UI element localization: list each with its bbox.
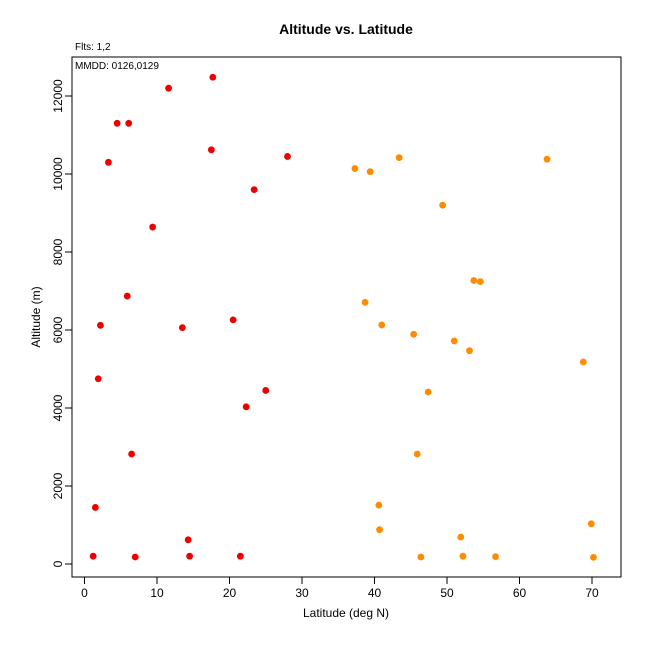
data-point-series-1 xyxy=(131,553,139,561)
chart-title: Altitude vs. Latitude xyxy=(279,21,413,37)
data-point-series-1 xyxy=(236,552,244,560)
data-point-series-2 xyxy=(492,553,499,560)
data-point-series-1 xyxy=(91,504,99,511)
data-point-series-2 xyxy=(590,553,597,561)
data-point-series-1 xyxy=(94,375,102,383)
data-point-series-2 xyxy=(457,533,465,541)
data-point-series-1 xyxy=(165,84,173,92)
data-point-series-1 xyxy=(209,73,217,81)
x-tick-label: 0 xyxy=(81,586,88,600)
data-point-series-2 xyxy=(366,168,374,176)
y-axis: 0 2000 4000 6000 8000 10000 12000 xyxy=(51,79,73,567)
data-point-series-1 xyxy=(184,536,192,544)
plot-frame xyxy=(71,56,622,578)
x-tick-label: 10 xyxy=(150,586,164,600)
flights-annotation: Flts: 1,2 xyxy=(75,42,111,53)
data-point-series-1 xyxy=(128,450,136,458)
data-point-series-1 xyxy=(229,316,237,324)
data-point-series-2 xyxy=(395,154,403,162)
data-point-series-1 xyxy=(186,552,194,560)
data-point-series-1 xyxy=(123,292,131,300)
x-tick-label: 60 xyxy=(513,586,527,600)
data-point-series-2 xyxy=(376,526,383,534)
data-point-series-1 xyxy=(113,119,121,127)
data-point-series-2 xyxy=(378,321,386,329)
data-point-series-2 xyxy=(351,165,359,172)
data-point-series-1 xyxy=(262,387,270,394)
data-point-series-1 xyxy=(105,158,112,166)
data-point-series-1 xyxy=(178,324,186,332)
x-tick-label: 40 xyxy=(368,586,382,600)
data-point-series-2 xyxy=(439,201,447,209)
data-point-series-2 xyxy=(459,552,467,560)
data-point-series-1 xyxy=(284,153,291,160)
dates-annotation: MMDD: 0126,0129 xyxy=(75,61,159,72)
data-point-series-2 xyxy=(375,501,383,509)
data-point-series-1 xyxy=(125,119,133,127)
data-point-series-2 xyxy=(543,155,551,163)
data-point-series-1 xyxy=(242,403,250,411)
x-axis-label: Latitude (deg N) xyxy=(303,606,389,620)
data-point-series-2 xyxy=(413,450,421,458)
y-tick-label: 0 xyxy=(51,560,65,567)
data-point-series-1 xyxy=(89,552,97,560)
x-tick-label: 70 xyxy=(585,586,599,600)
x-tick-label: 50 xyxy=(440,586,454,600)
y-tick-label: 10000 xyxy=(51,157,65,191)
y-tick-label: 4000 xyxy=(51,394,65,421)
data-point-series-2 xyxy=(450,337,458,345)
data-point-series-2 xyxy=(417,553,425,561)
x-tick-label: 30 xyxy=(295,586,309,600)
data-point-series-2 xyxy=(579,358,587,366)
data-point-series-2 xyxy=(361,298,369,306)
data-point-series-2 xyxy=(470,277,478,284)
data-point-series-1 xyxy=(149,223,157,231)
data-point-series-2 xyxy=(424,388,432,396)
x-tick-label: 20 xyxy=(223,586,237,600)
data-point-series-2 xyxy=(466,347,473,355)
y-tick-label: 6000 xyxy=(51,316,65,343)
data-point-series-2 xyxy=(587,520,595,528)
x-axis: 0 10 20 30 40 50 60 70 xyxy=(81,576,599,600)
data-point-series-2 xyxy=(410,330,418,338)
data-points xyxy=(89,73,597,561)
y-axis-label: Altitude (m) xyxy=(29,286,43,347)
data-point-series-1 xyxy=(250,186,258,194)
y-tick-label: 2000 xyxy=(51,472,65,499)
y-tick-label: 12000 xyxy=(51,79,65,113)
data-point-series-1 xyxy=(97,321,104,329)
y-tick-label: 8000 xyxy=(51,238,65,265)
data-point-series-1 xyxy=(207,146,215,154)
data-point-series-2 xyxy=(476,278,484,286)
